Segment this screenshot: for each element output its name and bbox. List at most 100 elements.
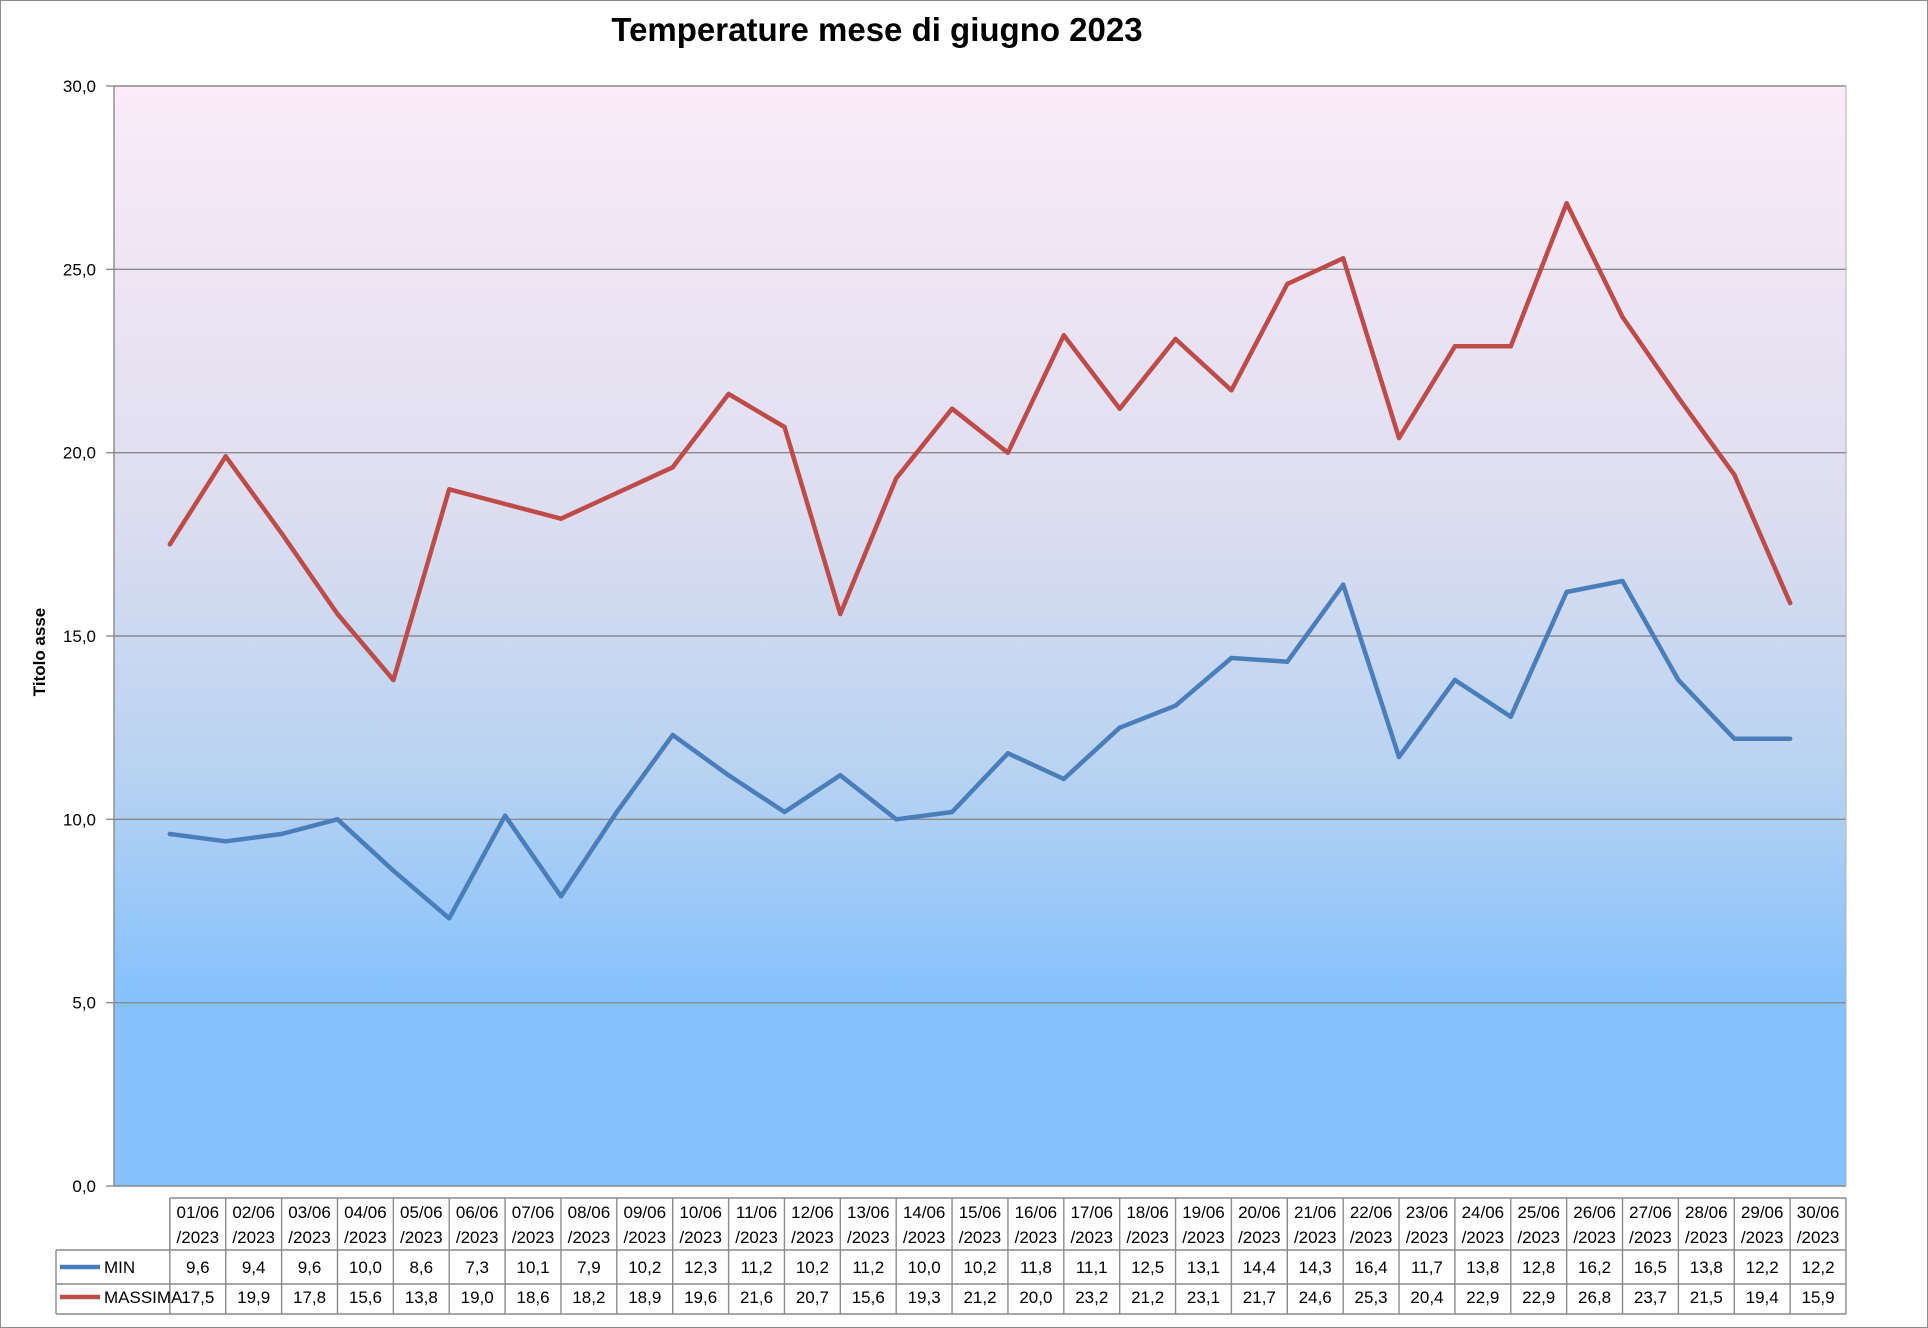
data-label-min: 16,5 [1634, 1258, 1667, 1277]
x-tick-label: /2023 [288, 1228, 331, 1247]
data-point-massima [1285, 281, 1290, 287]
data-point-massima [949, 406, 955, 411]
data-label-min: 12,2 [1746, 1258, 1779, 1277]
data-point-min [1285, 659, 1290, 664]
data-point-min [949, 809, 955, 815]
x-tick-label: 24/06 [1462, 1203, 1505, 1222]
x-tick-label: 13/06 [847, 1203, 890, 1222]
gridlines [114, 85, 1846, 1187]
data-label-massima: 19,4 [1746, 1288, 1779, 1307]
x-tick-label: /2023 [1070, 1228, 1113, 1247]
data-label-massima: 20,4 [1410, 1288, 1443, 1307]
x-tick-label: 22/06 [1350, 1203, 1393, 1222]
data-point-massima [782, 424, 787, 430]
data-point-min [1396, 754, 1402, 760]
data-label-massima: 17,8 [293, 1288, 326, 1307]
data-label-min: 13,8 [1690, 1258, 1723, 1277]
y-tick-label: 25,0 [63, 260, 96, 279]
y-axis: 0,0 5,0 10,0 15,0 20,0 25,0 30,0 [63, 77, 1847, 1196]
data-label-massima: 18,6 [516, 1288, 549, 1307]
data-point-massima [1564, 201, 1569, 206]
x-tick-label: /2023 [1573, 1228, 1616, 1247]
y-tick-label: 20,0 [63, 444, 96, 463]
x-tick-label: 04/06 [344, 1203, 387, 1222]
data-point-massima [670, 465, 675, 470]
data-label-min: 11,1 [1076, 1258, 1108, 1277]
data-label-massima: 19,3 [908, 1288, 941, 1307]
x-tick-label: 29/06 [1741, 1203, 1784, 1222]
x-tick-label: 01/06 [177, 1203, 220, 1222]
data-label-min: 12,2 [1802, 1258, 1835, 1277]
data-point-massima [1005, 450, 1011, 455]
y-tick-label: 5,0 [72, 994, 96, 1013]
x-tick-label: /2023 [1350, 1228, 1393, 1247]
data-label-min: 8,6 [409, 1258, 433, 1277]
x-tick-label: 23/06 [1406, 1203, 1449, 1222]
x-tick-label: /2023 [624, 1228, 667, 1247]
x-tick-label: 02/06 [232, 1203, 275, 1222]
data-point-massima [1061, 333, 1067, 338]
y-axis-title: Titolo asse [30, 608, 49, 697]
data-point-min [223, 839, 228, 844]
data-point-min [1229, 655, 1234, 661]
x-tick-label: /2023 [1406, 1228, 1449, 1247]
legend-label-min: MIN [104, 1258, 135, 1277]
x-tick-label: /2023 [735, 1228, 778, 1247]
data-label-min: 10,2 [963, 1258, 996, 1277]
x-tick-label: 30/06 [1797, 1203, 1840, 1222]
data-point-massima [558, 516, 564, 521]
data-label-massima: 20,7 [796, 1288, 829, 1307]
x-tick-label: 14/06 [903, 1203, 946, 1222]
x-tick-label: 20/06 [1238, 1203, 1281, 1222]
x-tick-label: /2023 [1741, 1228, 1784, 1247]
data-label-massima: 13,8 [405, 1288, 438, 1307]
y-tick-label: 10,0 [63, 810, 96, 829]
data-point-min [1340, 582, 1346, 587]
data-label-min: 10,0 [349, 1258, 382, 1277]
data-label-min: 13,8 [1466, 1258, 1499, 1277]
data-label-massima: 21,7 [1243, 1288, 1276, 1307]
data-point-min [391, 868, 396, 873]
data-label-min: 11,2 [741, 1258, 773, 1277]
x-tick-label: 09/06 [624, 1203, 667, 1222]
data-label-massima: 15,6 [852, 1288, 885, 1307]
x-tick-label: /2023 [456, 1228, 499, 1247]
data-label-min: 11,7 [1411, 1258, 1443, 1277]
data-label-min: 14,4 [1243, 1258, 1276, 1277]
data-label-massima: 19,9 [237, 1288, 270, 1307]
data-label-min: 13,1 [1187, 1258, 1220, 1277]
data-point-massima [1676, 395, 1681, 400]
data-label-massima: 26,8 [1578, 1288, 1611, 1307]
x-tick-label: 18/06 [1126, 1203, 1169, 1222]
data-label-massima: 19,6 [684, 1288, 717, 1307]
legend-label-massima: MASSIMA [104, 1288, 183, 1307]
data-point-massima [167, 542, 173, 547]
data-point-min [279, 831, 284, 837]
data-point-massima [1173, 336, 1178, 342]
data-point-massima [1229, 388, 1234, 393]
data-label-min: 16,2 [1578, 1258, 1611, 1277]
y-tick-label: 30,0 [63, 77, 96, 96]
data-point-min [1005, 751, 1011, 756]
data-point-min [1564, 589, 1569, 595]
data-label-min: 10,1 [516, 1258, 549, 1277]
data-label-min: 11,2 [852, 1258, 884, 1277]
x-tick-label: 27/06 [1629, 1203, 1672, 1222]
x-tick-label: 25/06 [1517, 1203, 1560, 1222]
data-point-min [1452, 677, 1458, 683]
data-label-massima: 24,6 [1299, 1288, 1332, 1307]
x-tick-label: 10/06 [679, 1203, 722, 1222]
data-point-min [447, 916, 452, 921]
data-label-min: 9,6 [298, 1258, 322, 1277]
x-tick-label: /2023 [344, 1228, 387, 1247]
data-label-massima: 18,2 [572, 1288, 605, 1307]
data-label-massima: 18,9 [628, 1288, 661, 1307]
data-label-min: 10,0 [908, 1258, 941, 1277]
data-label-min: 10,2 [628, 1258, 661, 1277]
x-tick-label: /2023 [1462, 1228, 1505, 1247]
x-tick-label: /2023 [1629, 1228, 1672, 1247]
data-table: 01/06/2023 02/06/2023 03/06/2023 04/06/2023… [55, 1197, 1847, 1315]
x-tick-label: /2023 [1238, 1228, 1281, 1247]
data-point-massima [1508, 344, 1513, 349]
data-label-min: 10,2 [796, 1258, 829, 1277]
